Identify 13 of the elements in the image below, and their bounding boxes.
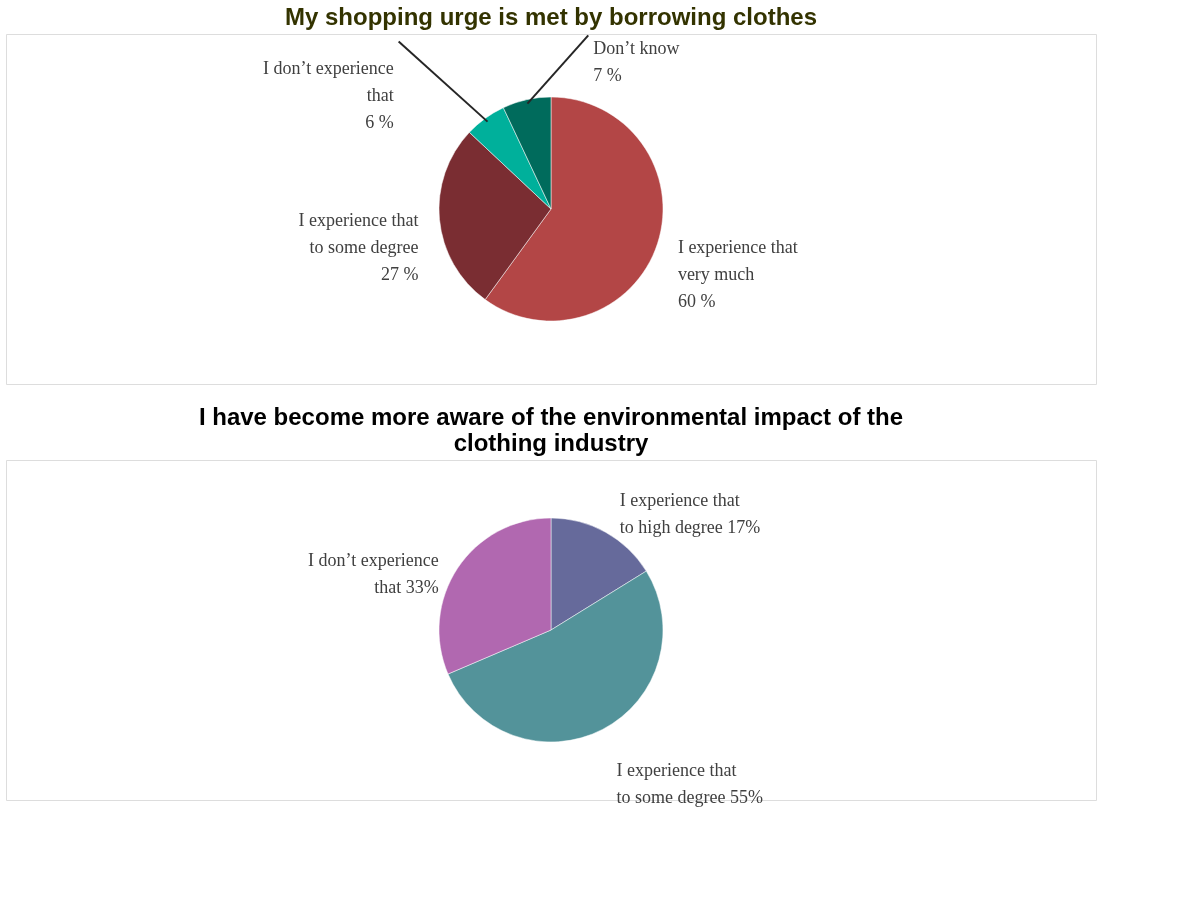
slice-label: Don’t know <box>593 37 680 58</box>
slice-label: I experience that very much <box>677 236 798 284</box>
chart-title: My shopping urge is met by borrowing clothes <box>284 3 818 30</box>
slice-label: I experience that to some degree 55% <box>616 759 764 807</box>
data-label: 60 % <box>677 290 716 311</box>
data-label: 27 % <box>381 263 419 284</box>
slice-label: I don’t experience that <box>263 57 394 105</box>
data-label: 7 % <box>593 64 622 85</box>
data-label: 6 % <box>365 111 394 132</box>
slice-label: I don’t experience that 33% <box>308 550 439 598</box>
slice-label: I experience that to high degree 17% <box>619 489 761 537</box>
chart-title: I have become more aware of the environmental impact of the clothing industry <box>198 403 904 456</box>
slice-label: I experience that to some degree <box>298 209 419 257</box>
